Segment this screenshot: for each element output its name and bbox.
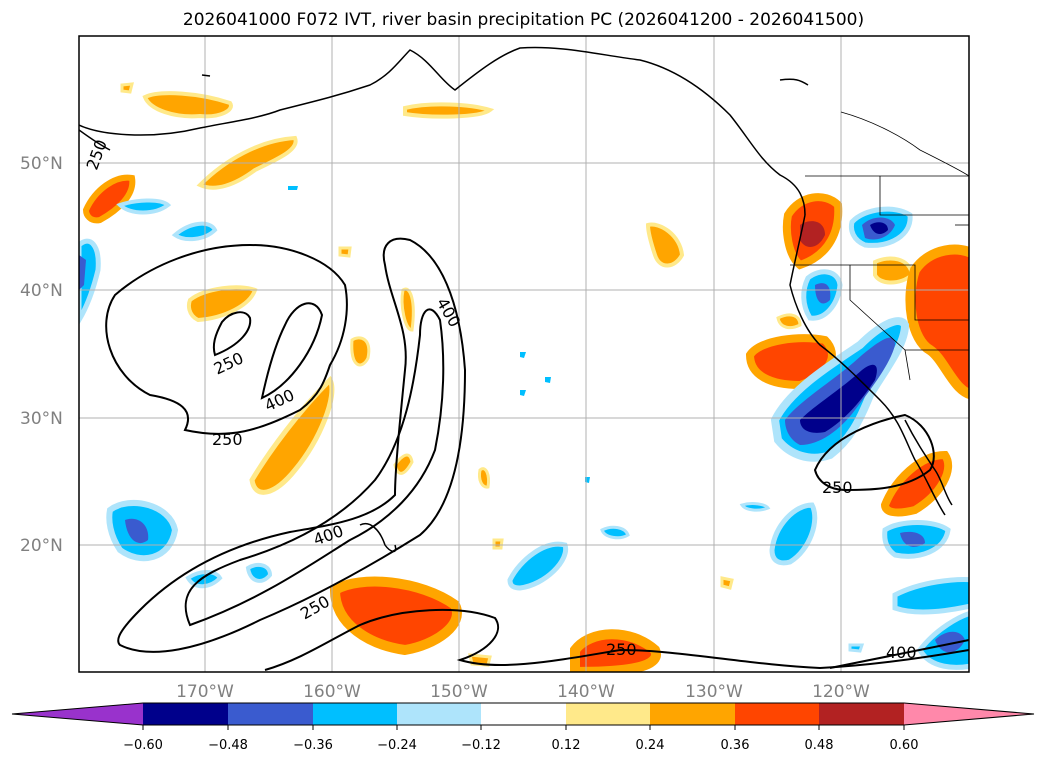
precip-area xyxy=(935,631,965,653)
alaska-peninsula xyxy=(79,129,111,151)
island-a xyxy=(201,74,211,77)
precip-area xyxy=(350,336,371,367)
lon-label-130w: 130°W xyxy=(685,682,743,702)
colorbar-segment xyxy=(566,703,650,725)
precip-area xyxy=(82,174,136,224)
precip-area xyxy=(507,541,569,591)
lat-label-30n: 30°N xyxy=(20,409,63,429)
precip-area xyxy=(329,576,462,656)
precip-area xyxy=(720,576,734,590)
precip-area xyxy=(545,377,551,383)
precip-area xyxy=(880,450,953,517)
precip-area xyxy=(815,283,831,304)
precip-area xyxy=(288,186,298,190)
lon-label-170w: 170°W xyxy=(176,682,234,702)
precip-area xyxy=(739,502,771,512)
precip-area xyxy=(870,222,888,235)
colorbar-segment xyxy=(313,703,397,725)
colorbar-tick-label: −0.12 xyxy=(461,738,501,753)
colorbar-tick-label: −0.60 xyxy=(123,738,163,753)
contour-400-jet xyxy=(184,308,445,627)
precip-area xyxy=(905,244,969,399)
colorbar-tick-label: −0.36 xyxy=(293,738,333,753)
colorbar-segment xyxy=(735,703,819,725)
colorbar-segment xyxy=(650,703,735,725)
contour-250-inner xyxy=(212,311,252,357)
colorbar-tick-label: −0.24 xyxy=(377,738,417,753)
colorbar-extend-max xyxy=(904,703,1034,725)
precip-area xyxy=(800,221,825,247)
precip-area xyxy=(120,82,134,94)
ivt-contours xyxy=(105,237,969,671)
colorbar-extend-min xyxy=(12,703,143,725)
figure-title: 2026041000 F072 IVT, river basin precipi… xyxy=(182,10,865,30)
contour-label: 400 xyxy=(886,643,917,662)
precip-area xyxy=(245,562,273,583)
precip-area xyxy=(403,102,495,119)
map-frame xyxy=(78,35,970,673)
precip-area xyxy=(848,643,865,653)
precip-area xyxy=(800,364,877,433)
precip-area xyxy=(125,518,149,544)
lat-label-40n: 40°N xyxy=(20,281,63,301)
lon-label-140w: 140°W xyxy=(557,682,615,702)
coastlines xyxy=(79,46,953,553)
island-b xyxy=(779,78,809,86)
lon-label-150w: 150°W xyxy=(430,682,488,702)
lat-label-20n: 20°N xyxy=(20,536,63,556)
colorbar-tick-label: 0.24 xyxy=(636,738,665,753)
precip-area xyxy=(873,256,915,285)
lon-label-120w: 120°W xyxy=(812,682,870,702)
longitude-labels: 170°W 160°W 150°W 140°W 130°W 120°W xyxy=(176,682,870,702)
precip-area xyxy=(600,525,630,540)
precip-area xyxy=(79,255,86,290)
contour-label: 250 xyxy=(212,430,243,449)
colorbar-segment xyxy=(143,703,228,725)
contour-250-east xyxy=(813,413,935,492)
alaska-coast xyxy=(79,46,806,216)
colorbar-segment xyxy=(819,703,904,725)
colorbar-segment xyxy=(397,703,481,725)
colorbar-tick-label: 0.36 xyxy=(721,738,750,753)
precip-area xyxy=(249,375,335,495)
colorbar-tick-label: −0.48 xyxy=(208,738,248,753)
precip-area xyxy=(645,222,685,268)
precip-area xyxy=(116,198,172,215)
precip-area xyxy=(520,352,526,358)
precip-area xyxy=(142,91,233,119)
contour-400-left xyxy=(260,302,324,400)
precip-negative-regions xyxy=(79,186,969,670)
precip-area xyxy=(892,577,969,615)
colorbar-segment xyxy=(228,703,313,725)
colorbar-tick-label: 0.60 xyxy=(890,738,919,753)
colorbar-tick-label: 0.12 xyxy=(552,738,581,753)
colorbar-segment xyxy=(481,703,566,725)
precip-area xyxy=(492,538,504,550)
baja-coast xyxy=(904,419,953,506)
precip-area xyxy=(478,467,490,489)
latitude-labels: 50°N 40°N 30°N 20°N xyxy=(20,154,63,556)
colorbar-tick-label: 0.48 xyxy=(805,738,834,753)
colorbar: −0.60 −0.48 −0.36 −0.24 −0.12 0.12 0.24 … xyxy=(11,702,1035,753)
lon-label-160w: 160°W xyxy=(303,682,361,702)
contour-400-east xyxy=(829,639,969,669)
precip-area xyxy=(769,502,818,566)
precip-area xyxy=(776,313,802,330)
precip-area xyxy=(393,453,414,475)
contour-label: 250 xyxy=(606,640,637,659)
precip-area xyxy=(185,570,223,589)
contour-250-jet xyxy=(117,237,467,653)
borders xyxy=(790,111,969,381)
contour-250-bottom xyxy=(264,608,969,671)
canada-coast xyxy=(789,214,946,516)
precip-area xyxy=(900,531,925,547)
precip-area xyxy=(400,287,415,332)
precip-area xyxy=(338,246,352,258)
contour-label: 250 xyxy=(822,478,853,497)
graticule xyxy=(79,36,969,672)
contour-250-main xyxy=(105,243,348,435)
lat-label-50n: 50°N xyxy=(20,154,63,174)
precip-area xyxy=(520,390,526,396)
